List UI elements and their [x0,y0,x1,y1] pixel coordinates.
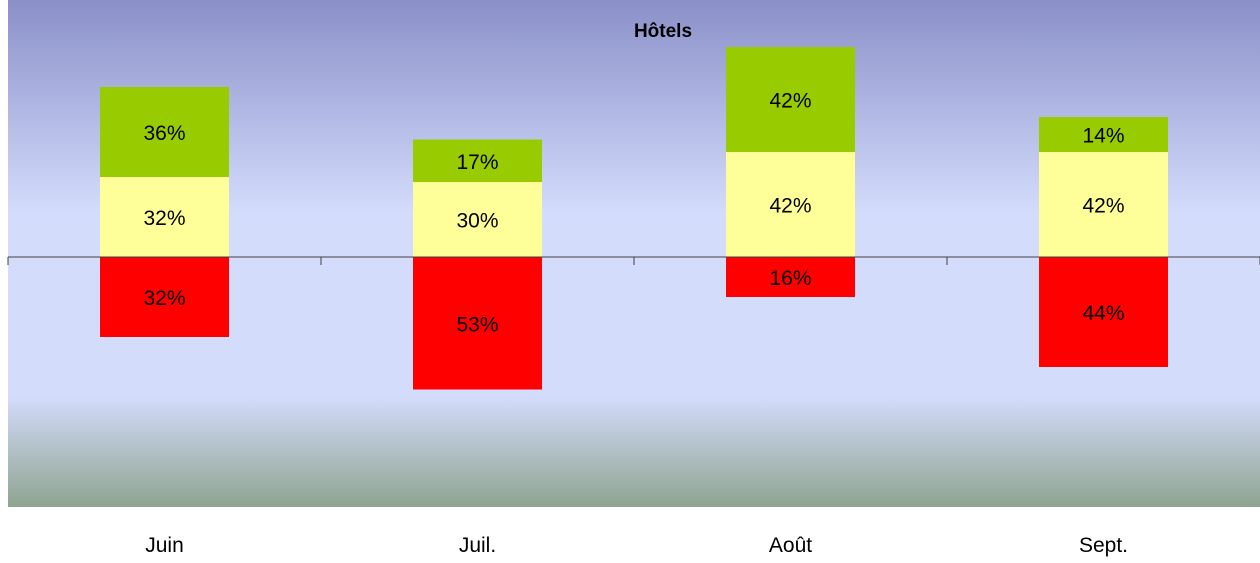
x-tick-label: Août [769,534,812,557]
data-label: 16% [769,267,811,290]
bar-segment [726,152,855,257]
data-label: 36% [143,122,185,145]
data-label: 42% [769,90,811,113]
data-label: 32% [143,207,185,230]
x-tick-label: Juil. [459,534,496,557]
data-label: 53% [456,313,498,336]
bar-segment [726,47,855,152]
data-label: 44% [1082,302,1124,325]
x-tick-label: Sept. [1079,534,1128,557]
x-axis: Juin Juil. Août Sept. [7,256,1260,557]
data-label: 17% [456,151,498,174]
data-label: 42% [769,195,811,218]
data-label: 30% [456,210,498,233]
bar-segment [413,139,542,182]
bar-segment [1039,257,1168,367]
bars-group: 32% 36% 32% 30% 17% 53% 42% 42% 16% 42% 14% 44% [100,47,1168,390]
bar-segment [100,177,229,257]
x-tick-label: Juin [145,534,184,557]
bar-segment [413,182,542,257]
bar-segment [1039,117,1168,152]
bar-segment [726,257,855,297]
bar-segment [413,257,542,390]
data-label: 32% [143,287,185,310]
bar-segment [1039,152,1168,257]
bar-segment [100,257,229,337]
data-label: 42% [1082,195,1124,218]
bar-segment [100,87,229,177]
chart-subtitle: Hôtels [634,21,692,42]
data-label: 14% [1082,125,1124,148]
